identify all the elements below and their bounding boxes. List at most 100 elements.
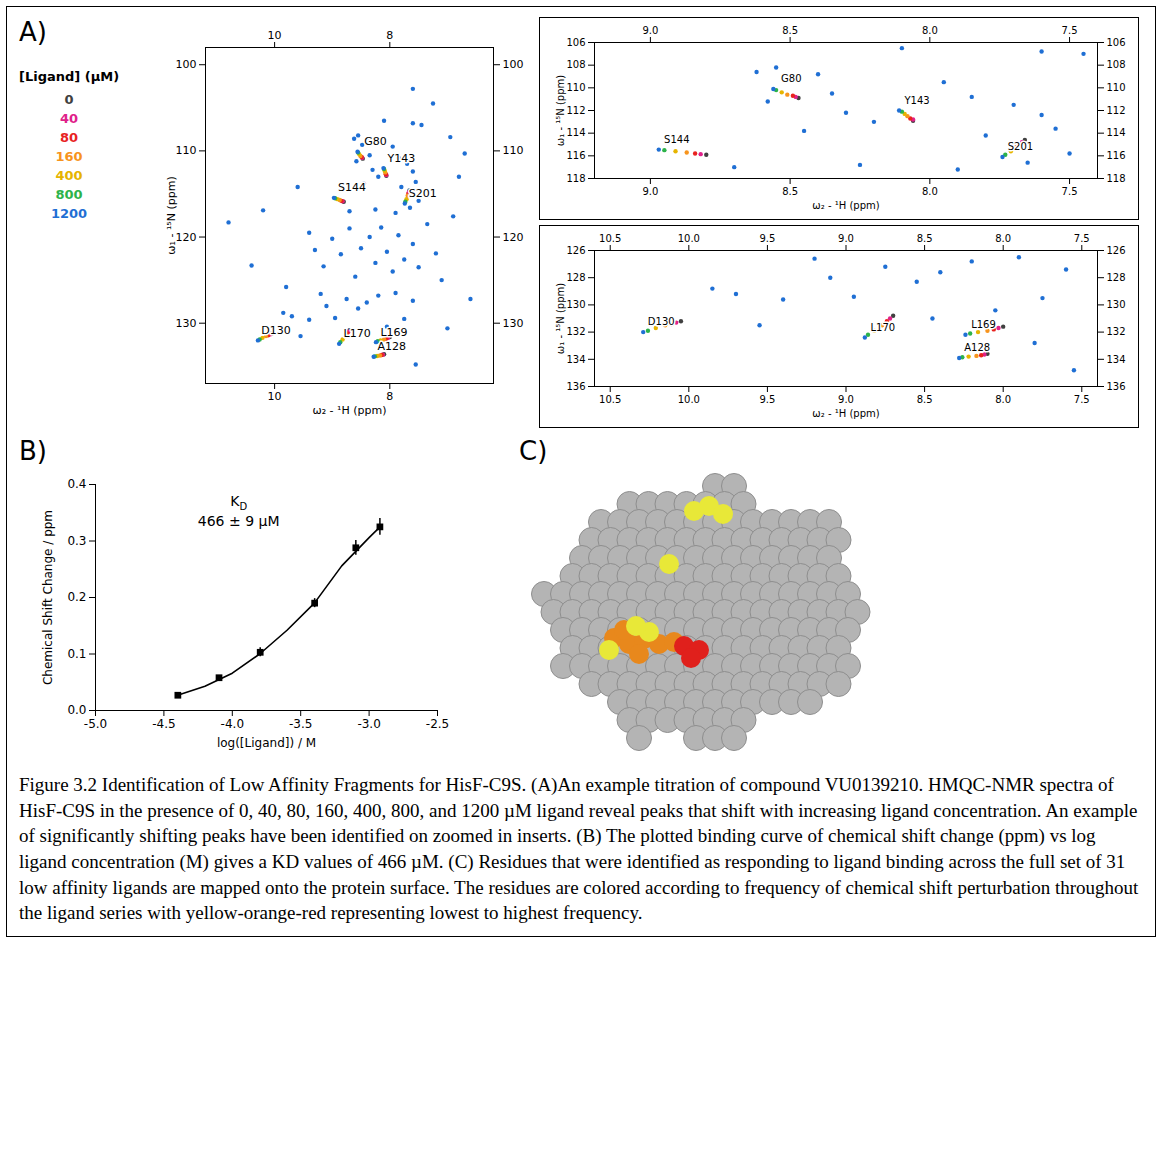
svg-text:466 ± 9 µM: 466 ± 9 µM	[198, 513, 280, 529]
svg-text:126: 126	[1107, 245, 1126, 256]
svg-text:132: 132	[566, 326, 585, 337]
svg-text:8: 8	[386, 390, 393, 403]
svg-text:128: 128	[1107, 272, 1126, 283]
svg-text:110: 110	[503, 144, 524, 157]
svg-text:Y143: Y143	[387, 152, 416, 165]
svg-text:10.0: 10.0	[678, 233, 700, 244]
svg-text:ω₂ - ¹H (ppm): ω₂ - ¹H (ppm)	[812, 200, 879, 211]
svg-text:ω₁ - ¹⁵N (ppm): ω₁ - ¹⁵N (ppm)	[555, 283, 566, 354]
svg-text:0.1: 0.1	[67, 647, 86, 661]
svg-text:114: 114	[566, 127, 585, 138]
svg-text:10: 10	[268, 29, 282, 42]
svg-text:0.0: 0.0	[67, 703, 86, 717]
svg-text:S144: S144	[664, 134, 689, 145]
svg-text:130: 130	[176, 317, 197, 330]
svg-text:7.5: 7.5	[1062, 186, 1078, 197]
svg-text:D130: D130	[261, 324, 290, 337]
svg-text:G80: G80	[364, 135, 387, 148]
svg-text:136: 136	[1107, 381, 1126, 392]
svg-text:L169: L169	[971, 319, 996, 330]
svg-text:7.5: 7.5	[1074, 233, 1090, 244]
svg-text:8.0: 8.0	[922, 186, 938, 197]
svg-text:log([Ligand]) / M: log([Ligand]) / M	[217, 736, 316, 750]
svg-text:KD: KD	[230, 493, 247, 512]
svg-text:0.4: 0.4	[67, 477, 86, 491]
svg-text:A128: A128	[377, 340, 406, 353]
svg-text:118: 118	[566, 173, 585, 184]
svg-text:9.5: 9.5	[759, 394, 775, 405]
svg-text:108: 108	[1107, 59, 1126, 70]
svg-text:9.0: 9.0	[642, 25, 658, 36]
svg-text:ω₁ - ¹⁵N (ppm): ω₁ - ¹⁵N (ppm)	[555, 75, 566, 146]
svg-text:118: 118	[1107, 173, 1126, 184]
svg-text:130: 130	[566, 299, 585, 310]
svg-text:134: 134	[1107, 354, 1126, 365]
svg-text:106: 106	[1107, 37, 1126, 48]
svg-text:116: 116	[566, 150, 585, 161]
svg-text:-5.0: -5.0	[84, 717, 107, 731]
svg-text:9.0: 9.0	[642, 186, 658, 197]
svg-text:L170: L170	[344, 327, 371, 340]
svg-text:120: 120	[176, 231, 197, 244]
svg-text:10: 10	[268, 390, 282, 403]
svg-text:8.0: 8.0	[995, 394, 1011, 405]
svg-text:128: 128	[566, 272, 585, 283]
svg-text:108: 108	[566, 59, 585, 70]
svg-text:ω₁ - ¹⁵N (ppm): ω₁ - ¹⁵N (ppm)	[165, 176, 178, 254]
svg-text:134: 134	[566, 354, 585, 365]
svg-text:9.5: 9.5	[759, 233, 775, 244]
svg-text:7.5: 7.5	[1062, 25, 1078, 36]
svg-text:-4.5: -4.5	[152, 717, 175, 731]
svg-text:ω₂ - ¹H (ppm): ω₂ - ¹H (ppm)	[312, 404, 386, 417]
svg-text:130: 130	[1107, 299, 1126, 310]
svg-text:130: 130	[503, 317, 524, 330]
svg-text:8.5: 8.5	[917, 394, 933, 405]
svg-text:120: 120	[503, 231, 524, 244]
svg-text:126: 126	[566, 245, 585, 256]
svg-text:-3.5: -3.5	[289, 717, 312, 731]
svg-text:110: 110	[176, 144, 197, 157]
svg-text:ω₂ - ¹H (ppm): ω₂ - ¹H (ppm)	[812, 408, 879, 419]
svg-text:9.0: 9.0	[838, 394, 854, 405]
svg-text:8: 8	[386, 29, 393, 42]
svg-text:132: 132	[1107, 326, 1126, 337]
svg-text:8.5: 8.5	[782, 186, 798, 197]
svg-text:S201: S201	[409, 187, 437, 200]
svg-text:8.5: 8.5	[917, 233, 933, 244]
svg-text:8.0: 8.0	[922, 25, 938, 36]
svg-text:Y143: Y143	[903, 95, 929, 106]
svg-text:-3.0: -3.0	[357, 717, 380, 731]
svg-text:Chemical Shift Change / ppm: Chemical Shift Change / ppm	[41, 510, 55, 685]
svg-text:10.5: 10.5	[599, 394, 621, 405]
html-text:Figure 3.2 Identification of L: Figure 3.2 Identification of Low Affinit…	[19, 774, 1139, 924]
svg-text:136: 136	[566, 381, 585, 392]
svg-text:114: 114	[1107, 127, 1126, 138]
svg-text:112: 112	[566, 105, 585, 116]
svg-text:L169: L169	[380, 326, 407, 339]
svg-text:S144: S144	[338, 181, 366, 194]
svg-text:100: 100	[176, 58, 197, 71]
svg-text:106: 106	[566, 37, 585, 48]
html-text:C): C)	[519, 436, 548, 466]
svg-text:D130: D130	[648, 316, 675, 327]
svg-text:100: 100	[503, 58, 524, 71]
svg-text:8.0: 8.0	[995, 233, 1011, 244]
svg-text:10.0: 10.0	[678, 394, 700, 405]
svg-text:10.5: 10.5	[599, 233, 621, 244]
svg-text:7.5: 7.5	[1074, 394, 1090, 405]
html-text:A): A)	[19, 17, 47, 47]
svg-text:0.3: 0.3	[67, 534, 86, 548]
svg-text:A128: A128	[964, 342, 990, 353]
svg-text:8.5: 8.5	[782, 25, 798, 36]
svg-text:-4.0: -4.0	[221, 717, 244, 731]
svg-text:G80: G80	[781, 73, 801, 84]
svg-text:110: 110	[566, 82, 585, 93]
svg-text:9.0: 9.0	[838, 233, 854, 244]
svg-text:110: 110	[1107, 82, 1126, 93]
svg-text:0.2: 0.2	[67, 590, 86, 604]
svg-text:116: 116	[1107, 150, 1126, 161]
svg-text:112: 112	[1107, 105, 1126, 116]
svg-text:-2.5: -2.5	[426, 717, 449, 731]
svg-text:S201: S201	[1008, 141, 1033, 152]
svg-text:L170: L170	[871, 322, 896, 333]
